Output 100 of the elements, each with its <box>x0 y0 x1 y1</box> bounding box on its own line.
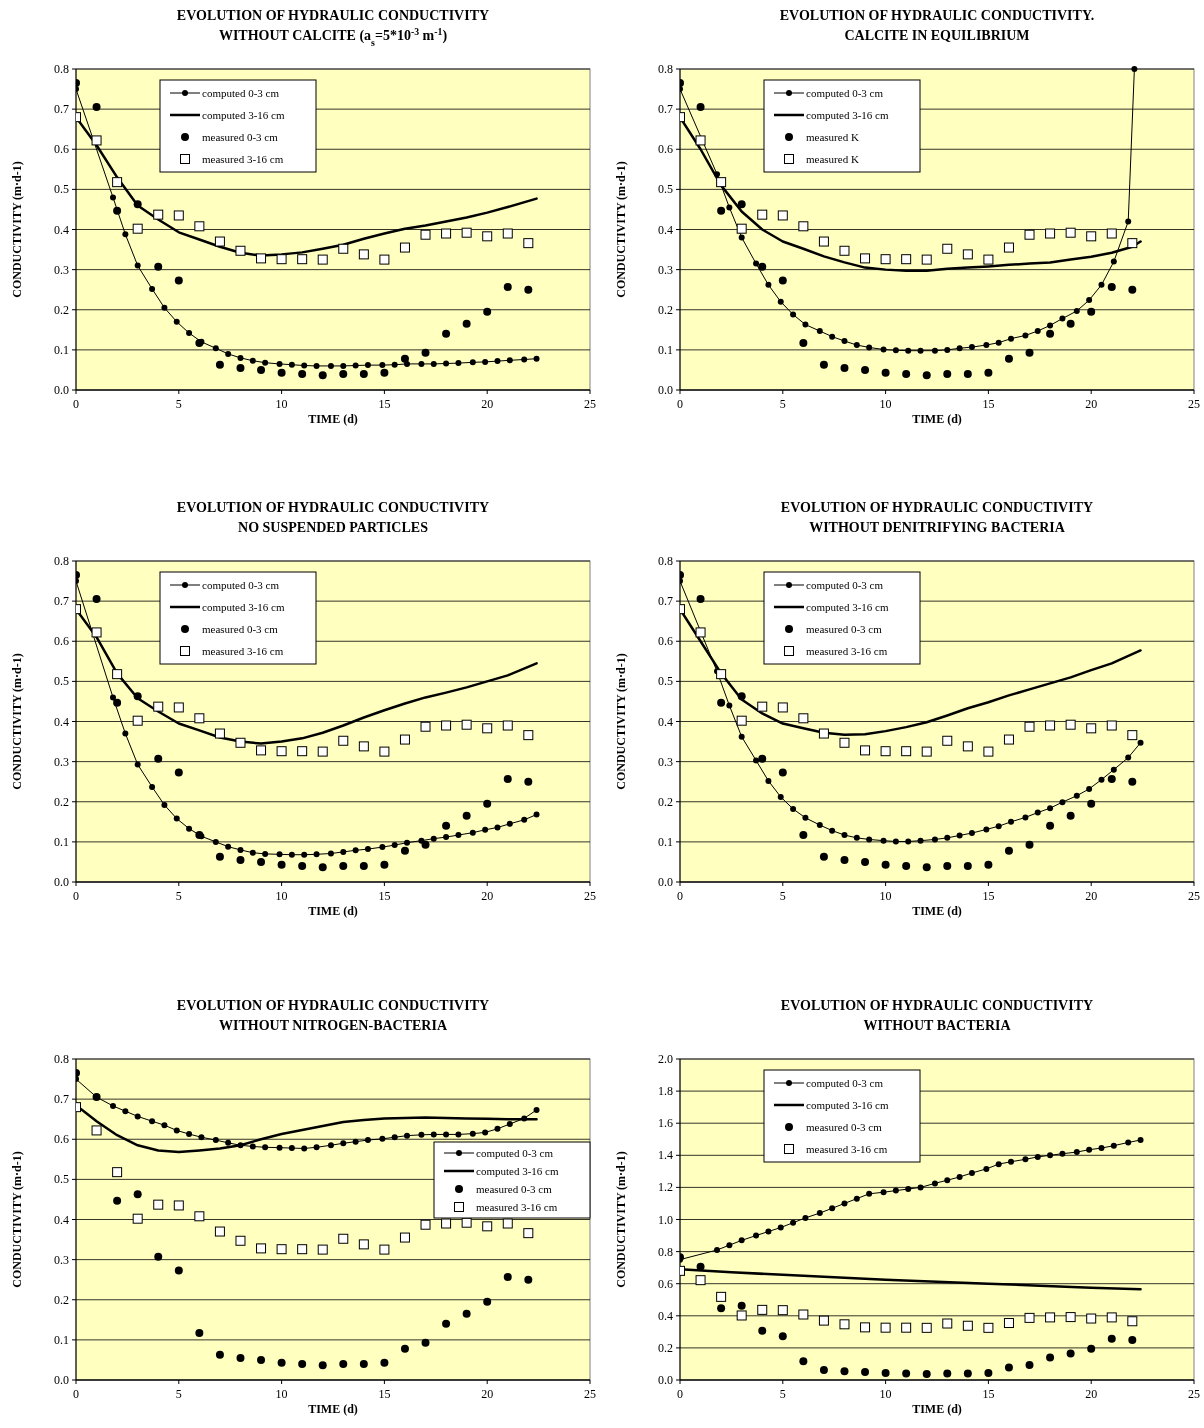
point <box>695 1275 706 1286</box>
point <box>313 1144 320 1151</box>
chart-title: EVOLUTION OF HYDRAULIC CONDUCTIVITY <box>780 500 1094 515</box>
point <box>352 1138 359 1145</box>
x-tick-label: 20 <box>481 889 494 903</box>
point <box>995 823 1002 830</box>
point <box>968 1169 975 1176</box>
x-tick-label: 20 <box>1085 397 1098 411</box>
y-axis-title: CONDUCTIVITY (m·d-1) <box>614 653 628 790</box>
point <box>327 850 334 857</box>
point <box>737 200 746 209</box>
y-tick-label: 0.6 <box>54 1132 69 1147</box>
point <box>92 595 101 604</box>
point <box>880 746 891 757</box>
x-axis-title: TIME (d) <box>912 1402 962 1416</box>
point <box>297 1244 308 1255</box>
point <box>716 1291 727 1302</box>
x-tick-label: 10 <box>275 1387 288 1401</box>
y-tick-label: 0.2 <box>54 794 69 809</box>
point <box>237 846 244 853</box>
point <box>799 1357 808 1366</box>
y-tick-label: 0.1 <box>54 834 69 849</box>
point <box>327 1142 334 1149</box>
chart-subtitle: WITHOUT BACTERIA <box>863 1018 1012 1033</box>
point <box>418 360 425 367</box>
y-tick-label: 0.7 <box>54 594 69 609</box>
point <box>818 1315 829 1326</box>
point <box>421 348 430 357</box>
point <box>1045 720 1056 731</box>
point <box>134 761 141 768</box>
x-tick-label: 25 <box>1188 397 1200 411</box>
x-tick-label: 15 <box>982 1387 995 1401</box>
point <box>277 1358 286 1367</box>
point <box>301 851 308 858</box>
point <box>984 368 993 377</box>
point <box>905 1186 912 1193</box>
point <box>379 1135 386 1142</box>
point <box>917 347 924 354</box>
point <box>249 1143 256 1150</box>
point <box>391 1134 398 1141</box>
point <box>113 698 122 707</box>
y-tick-label: 0.5 <box>54 674 69 689</box>
x-axis-title: TIME (d) <box>912 904 962 918</box>
point <box>753 757 760 764</box>
point <box>338 243 349 254</box>
point <box>149 285 156 292</box>
point <box>186 330 193 337</box>
y-tick-label: 0.4 <box>54 222 69 237</box>
point <box>113 206 122 215</box>
point <box>816 1210 823 1217</box>
point <box>931 1180 938 1187</box>
point <box>236 363 245 372</box>
y-tick-label: 0.6 <box>658 1276 673 1291</box>
y-tick-label: 0.2 <box>658 1340 673 1355</box>
point <box>358 1239 369 1250</box>
legend-label: measured 0-3 cm <box>476 1183 553 1195</box>
point <box>790 311 797 318</box>
point <box>236 855 245 864</box>
point <box>1025 348 1034 357</box>
y-tick-label: 0.3 <box>54 754 69 769</box>
point <box>758 1326 767 1335</box>
y-tick-label: 0.0 <box>658 1373 673 1387</box>
point <box>717 698 726 707</box>
point <box>249 357 256 364</box>
point <box>962 1320 973 1331</box>
y-tick-label: 0.4 <box>54 714 69 729</box>
point <box>174 768 183 777</box>
point <box>358 249 369 260</box>
point <box>212 838 219 845</box>
point <box>1034 809 1041 816</box>
point <box>757 1304 768 1315</box>
point <box>714 1246 721 1253</box>
legend-label: computed 3-16 cm <box>476 1165 559 1177</box>
point <box>777 793 784 800</box>
point <box>1106 720 1117 731</box>
point <box>153 1199 164 1210</box>
point <box>790 805 797 812</box>
chart-title: EVOLUTION OF HYDRAULIC CONDUCTIVITY. <box>779 8 1095 23</box>
point <box>695 627 706 638</box>
point <box>441 1218 452 1229</box>
legend-label: measured 0-3 cm <box>202 623 279 635</box>
point <box>1137 739 1144 746</box>
point <box>880 346 887 353</box>
point <box>502 228 513 239</box>
point <box>1046 1353 1055 1362</box>
point <box>132 715 143 726</box>
point <box>91 627 102 638</box>
point <box>1087 799 1096 808</box>
point <box>790 1219 797 1226</box>
point <box>1127 238 1138 249</box>
point <box>161 801 168 808</box>
point <box>110 194 117 201</box>
point <box>944 346 951 353</box>
legend-label: measured 3-16 cm <box>806 1143 888 1155</box>
point <box>339 861 348 870</box>
point <box>1022 332 1029 339</box>
legend-label: computed 3-16 cm <box>202 109 285 121</box>
point <box>866 1190 873 1197</box>
point <box>235 245 246 256</box>
legend-label: computed 0-3 cm <box>806 1077 884 1089</box>
